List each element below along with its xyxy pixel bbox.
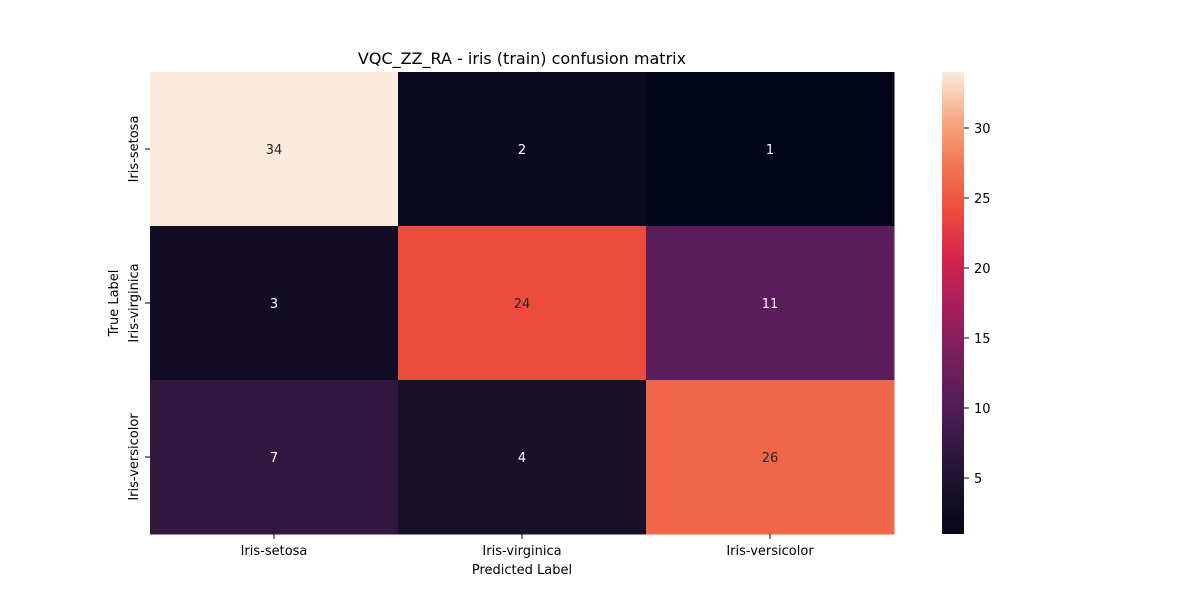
heatmap-cells [150, 72, 895, 535]
heatmap-cell [398, 380, 647, 535]
heatmap-cell [646, 72, 895, 227]
colorbar-tick-label: 5 [974, 472, 982, 487]
x-tick-label: Iris-virginica [482, 544, 561, 559]
chart-title: VQC_ZZ_RA - iris (train) confusion matri… [358, 49, 686, 69]
cell-annotation: 24 [514, 297, 531, 312]
y-tick-label: Iris-virginica [127, 263, 142, 342]
y-tick-label: Iris-setosa [127, 116, 142, 183]
cell-annotation: 7 [270, 451, 278, 466]
colorbar-tick-label: 20 [974, 262, 991, 277]
cell-annotation: 4 [518, 451, 526, 466]
cell-annotation: 34 [266, 143, 283, 158]
colorbar-tick-label: 25 [974, 192, 991, 207]
y-axis: Iris-setosa Iris-virginica Iris-versicolor [127, 116, 150, 501]
cell-annotation: 3 [270, 297, 278, 312]
heatmap-cell [150, 380, 399, 535]
colorbar-tick-label: 30 [974, 122, 991, 137]
colorbar-tick-label: 10 [974, 402, 991, 417]
heatmap-cell [398, 72, 647, 227]
cell-annotation: 1 [766, 143, 774, 158]
colorbar-ticks: 5 10 15 20 25 30 [964, 122, 991, 487]
cell-annotations: 34 2 13 24 117 4 26 [266, 143, 779, 466]
x-tick-label: Iris-setosa [241, 544, 308, 559]
y-axis-label: True Label [107, 270, 122, 338]
colorbar [942, 72, 964, 534]
cell-annotation: 26 [762, 451, 779, 466]
x-tick-label: Iris-versicolor [726, 544, 814, 559]
heatmap-cell [150, 72, 399, 227]
cell-annotation: 2 [518, 143, 526, 158]
heatmap-cell [398, 226, 647, 381]
colorbar-tick-label: 15 [974, 332, 991, 347]
cell-annotation: 11 [762, 297, 779, 312]
heatmap-cell [150, 226, 399, 381]
heatmap-cell [646, 380, 895, 535]
x-axis: Iris-setosa Iris-virginica Iris-versicolor [241, 534, 814, 559]
y-tick-label: Iris-versicolor [127, 413, 142, 501]
heatmap-cell [646, 226, 895, 381]
x-axis-label: Predicted Label [472, 563, 572, 578]
